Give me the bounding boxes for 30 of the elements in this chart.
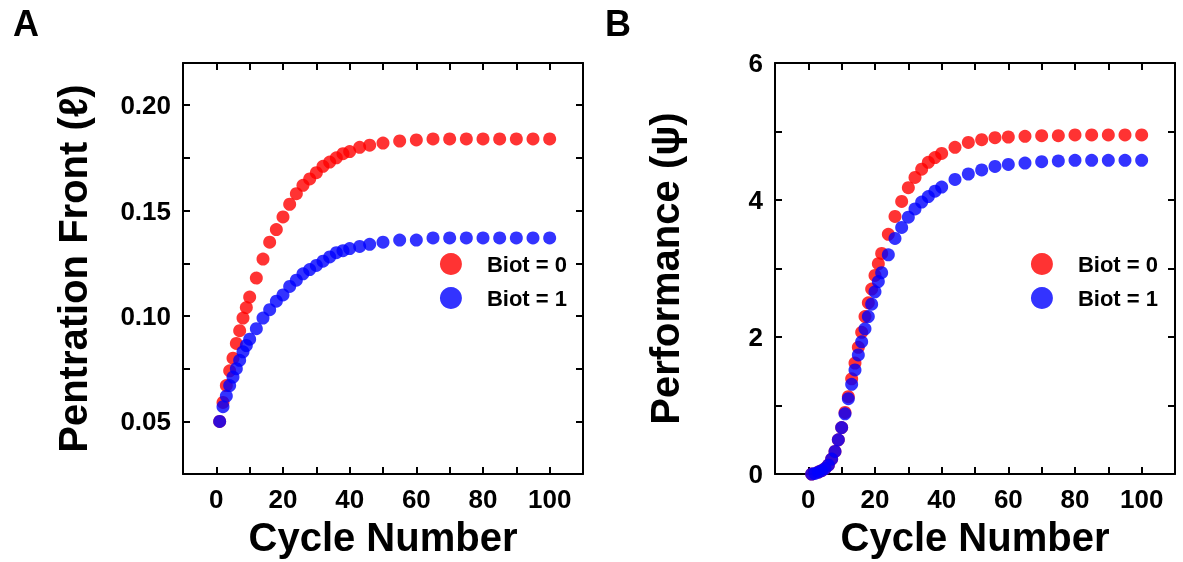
legend-label: Biot = 0	[486, 251, 568, 277]
x-tick-label: 40	[335, 484, 365, 515]
x-tick-label: 20	[268, 484, 298, 515]
x-tick-label: 100	[1119, 484, 1164, 515]
y-tick-label: 2	[748, 322, 763, 353]
x-tick-label: 60	[993, 484, 1023, 515]
x-tick-label: 20	[860, 484, 890, 515]
x-tick-label: 0	[209, 484, 224, 515]
legend-label: Biot = 1	[1077, 285, 1159, 311]
x-tick-label: 80	[468, 484, 498, 515]
x-tick-label: 0	[801, 484, 816, 515]
y-tick-label: 0.20	[120, 90, 171, 121]
y-tick-label: 0.05	[120, 406, 171, 437]
y-tick-label: 6	[748, 48, 763, 78]
legend-label: Biot = 0	[1077, 251, 1159, 277]
y-tick-label: 4	[748, 185, 764, 216]
chart-title: B	[605, 2, 631, 44]
y-tick-label: 0	[748, 459, 763, 490]
x-tick-label: 100	[527, 484, 572, 515]
y-axis-title: Pentration Front (ℓ)	[51, 84, 95, 453]
x-tick-label: 40	[927, 484, 957, 515]
x-tick-label: 60	[401, 484, 431, 515]
x-axis-title: Cycle Number	[248, 515, 518, 559]
y-tick-label: 0.15	[120, 195, 171, 226]
y-axis-title: Performance (ψ)	[643, 112, 687, 425]
x-axis-title: Cycle Number	[840, 515, 1110, 559]
x-tick-label: 80	[1060, 484, 1090, 515]
y-tick-label: 0.10	[120, 300, 171, 331]
legend-label: Biot = 1	[486, 285, 568, 311]
chart-title: A	[13, 2, 39, 44]
